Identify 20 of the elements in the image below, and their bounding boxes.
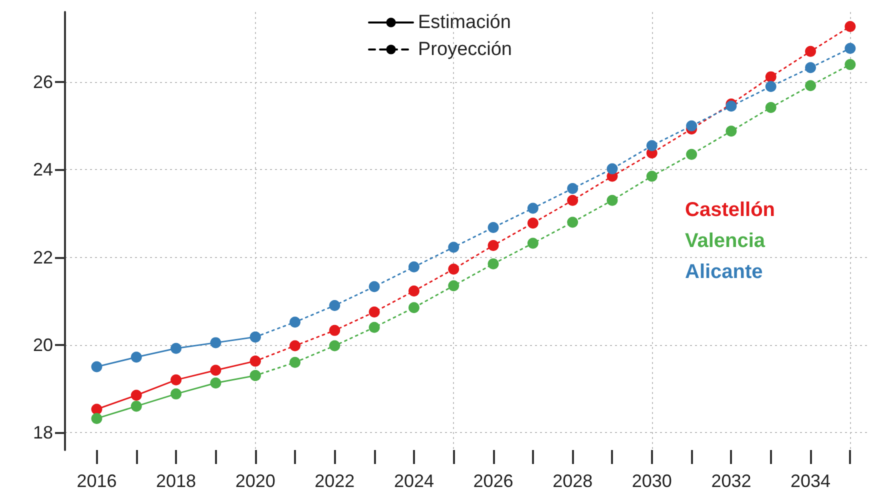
x-tick-label: 2016	[76, 471, 117, 491]
y-tick-label: 22	[32, 247, 53, 268]
y-tick-label: 26	[32, 72, 53, 92]
x-tick-label: 2034	[790, 471, 831, 491]
y-tick-label: 18	[32, 422, 53, 442]
x-tick-label: 2018	[156, 471, 196, 491]
x-tick-label: 2032	[711, 471, 752, 491]
y-tick-label: 24	[32, 160, 53, 180]
x-tick-label: 2026	[473, 471, 514, 491]
x-tick-label: 2022	[314, 471, 355, 491]
text: Valencia	[685, 230, 766, 252]
text: Alicante	[685, 261, 763, 283]
x-tick-label: 2024	[394, 471, 434, 491]
x-tick-label: 2030	[632, 471, 672, 491]
x-tick-label: 2028	[552, 471, 593, 491]
x-tick-label: 2020	[235, 471, 276, 491]
legend-label: Estimación	[418, 12, 511, 33]
legend-label: Proyección	[418, 39, 512, 60]
y-tick-label: 20	[32, 334, 53, 355]
text: Castellón	[685, 199, 776, 221]
